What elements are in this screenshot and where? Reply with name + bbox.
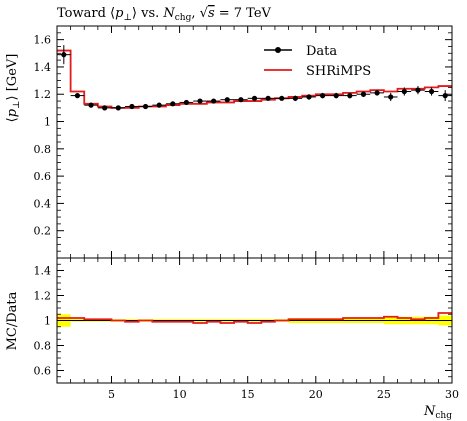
- main-y-tick-label: 0.6: [34, 170, 52, 183]
- data-marker: [279, 95, 285, 101]
- data-point: [329, 92, 344, 99]
- main-y-tick-label: 0.2: [34, 225, 52, 238]
- data-point: [302, 94, 316, 100]
- data-marker: [292, 95, 298, 101]
- chart-title: Toward ⟨p⊥⟩ vs. Nchg, √s = 7 TeV: [57, 6, 272, 23]
- legend-entry-shrimps: SHRiMPS: [264, 64, 371, 79]
- x-tick-label: 30: [445, 388, 459, 401]
- data-point: [438, 90, 452, 102]
- ratio-plot-panel: 0.6 0.8 1 1.2 1.4 5 10 15 20 25 30 MC/Data Nchg: [5, 257, 459, 421]
- data-marker: [74, 93, 81, 99]
- data-point: [138, 103, 153, 110]
- data-point: [125, 103, 139, 110]
- main-y-tick-label: 0.4: [34, 197, 52, 210]
- x-tick-label: 25: [377, 388, 391, 401]
- data-marker: [61, 52, 67, 58]
- main-y-ticks: 0.2 0.4 0.6 0.8 1 1.2 1.4 1.6: [34, 25, 452, 252]
- ratio-data-layer: [57, 312, 452, 327]
- data-marker: [102, 105, 108, 111]
- legend-data-marker: [275, 47, 281, 53]
- data-point: [356, 91, 371, 97]
- data-marker: [388, 94, 394, 100]
- main-plot-frame: [56, 25, 453, 259]
- data-marker: [211, 98, 217, 104]
- data-point: [220, 97, 235, 103]
- data-marker: [347, 93, 353, 99]
- data-marker: [320, 93, 326, 99]
- data-marker: [265, 95, 271, 101]
- data-marker: [333, 93, 339, 99]
- ratio-y-ticks: 0.6 0.8 1 1.2 1.4: [34, 257, 452, 384]
- data-point: [111, 105, 126, 111]
- main-y-tick-label: 1.4: [34, 61, 52, 74]
- data-marker: [374, 90, 380, 96]
- data-marker: [115, 105, 121, 111]
- x-tick-label: 10: [173, 388, 187, 401]
- data-marker: [183, 99, 189, 106]
- data-point: [424, 87, 439, 96]
- data-points: [57, 45, 452, 111]
- main-x-ticks: [70, 26, 453, 258]
- data-marker: [401, 88, 407, 95]
- main-y-tick-label: 1.2: [34, 88, 52, 101]
- data-point: [383, 92, 398, 102]
- data-marker: [360, 91, 367, 97]
- ratio-x-ticks: 5 10 15 20 25 30: [70, 258, 459, 401]
- ratio-y-tick-label: 1.4: [34, 265, 52, 278]
- data-marker: [238, 97, 244, 103]
- data-point: [274, 95, 289, 101]
- data-point: [57, 45, 71, 65]
- data-point: [288, 95, 303, 102]
- data-point: [315, 92, 330, 99]
- data-point: [370, 90, 384, 96]
- data-marker: [415, 87, 421, 93]
- data-marker: [129, 103, 135, 110]
- data-marker: [306, 94, 312, 100]
- data-point: [179, 99, 194, 106]
- main-y-tick-label: 0.8: [34, 143, 52, 156]
- data-point: [234, 97, 248, 103]
- data-marker: [224, 97, 230, 103]
- data-marker: [197, 98, 203, 104]
- x-tick-label: 20: [309, 388, 323, 401]
- data-point: [97, 105, 112, 111]
- data-marker: [428, 88, 435, 95]
- main-y-axis-label: ⟨p⊥⟩ [GeV]: [5, 54, 22, 123]
- data-point: [247, 95, 262, 101]
- data-point: [152, 102, 166, 108]
- data-marker: [170, 101, 176, 107]
- x-axis-label: Nchg: [423, 404, 452, 421]
- main-plot-panel: 0.2 0.4 0.6 0.8 1 1.2 1.4 1.6 ⟨p⊥⟩ [GeV]: [5, 25, 453, 259]
- legend-shrimps-label: SHRiMPS: [306, 64, 371, 79]
- ratio-y-tick-label: 0.6: [34, 365, 52, 378]
- data-point: [411, 86, 425, 95]
- legend: Data SHRiMPS: [264, 44, 371, 79]
- data-point: [206, 98, 221, 104]
- data-point: [84, 102, 98, 108]
- data-marker: [88, 102, 94, 108]
- data-marker: [251, 95, 258, 101]
- data-point: [261, 95, 275, 101]
- data-point: [70, 93, 85, 99]
- data-point: [193, 98, 207, 104]
- ratio-y-axis-label: MC/Data: [5, 291, 20, 350]
- data-point: [343, 92, 357, 99]
- main-y-tick-label: 1.6: [34, 34, 52, 47]
- ratio-y-tick-label: 0.8: [34, 340, 52, 353]
- data-marker: [156, 102, 162, 108]
- data-marker: [142, 103, 149, 110]
- data-point: [397, 87, 412, 96]
- legend-entry-data: Data: [264, 44, 337, 59]
- x-tick-label: 15: [241, 388, 255, 401]
- x-tick-label: 5: [108, 388, 115, 401]
- ratio-y-tick-label: 1: [44, 315, 51, 328]
- ratio-y-tick-label: 1.2: [34, 290, 52, 303]
- legend-data-label: Data: [306, 44, 337, 59]
- data-point: [165, 101, 180, 107]
- main-y-tick-label: 1: [44, 116, 51, 129]
- shrimps-ratio-histogram: [57, 312, 452, 324]
- main-data-layer: [57, 45, 452, 111]
